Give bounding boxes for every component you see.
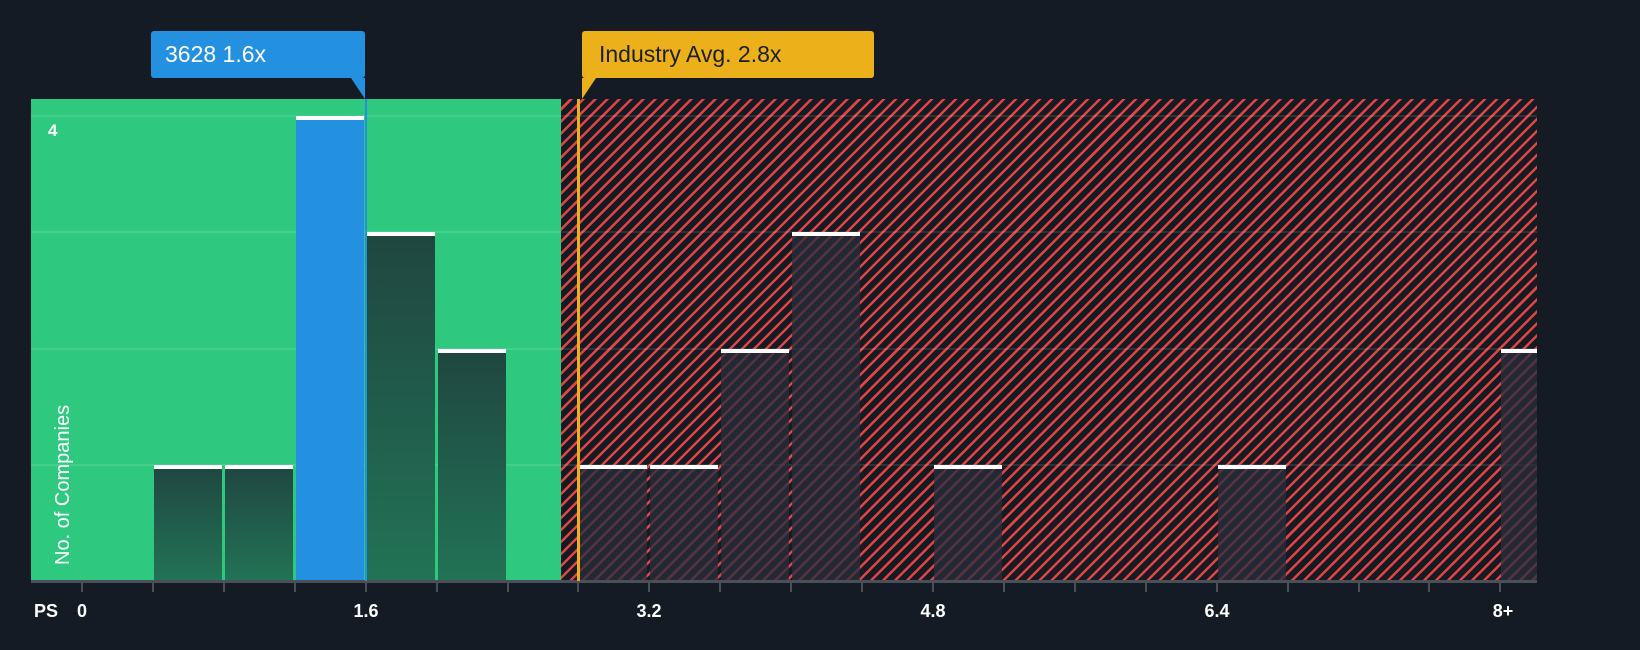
x-axis-line — [31, 580, 1537, 583]
gridline — [31, 115, 1537, 117]
bar-top-cap — [366, 232, 435, 237]
company-callout: 3628 1.6x — [151, 31, 365, 78]
x-axis-tick — [1286, 582, 1289, 592]
x-axis-tick — [861, 582, 864, 592]
histogram-bar-1.2-1.6 — [295, 116, 364, 581]
bar-top-cap — [579, 464, 648, 469]
bar-top-cap — [153, 464, 222, 469]
x-axis-tick — [719, 582, 722, 592]
company-marker-line — [364, 99, 367, 581]
x-axis-tick — [1357, 582, 1360, 592]
x-axis-tick — [364, 582, 367, 592]
x-axis-tick — [293, 582, 296, 592]
histogram-bar-3.2-3.6 — [650, 464, 719, 581]
bar-top-cap — [295, 116, 364, 120]
company-callout-label: 3628 1.6x — [165, 41, 267, 67]
bar-top-cap — [1217, 464, 1286, 469]
industry-average-callout: Industry Avg. 2.8x — [582, 31, 874, 78]
bar-top-cap — [224, 464, 293, 469]
bar-top-cap — [437, 348, 506, 353]
above-average-hatched-zone — [560, 99, 1537, 581]
x-axis-tick — [1144, 582, 1147, 592]
histogram-bar-6.4-6.8 — [1217, 464, 1286, 581]
histogram-bar-4.0-4.4 — [792, 232, 861, 581]
gridline — [31, 231, 1537, 234]
histogram-bar-2.8-3.2 — [579, 464, 648, 581]
x-axis-tick — [648, 582, 651, 592]
x-axis-tick — [435, 582, 438, 592]
histogram-bar-1.6-2.0 — [366, 232, 435, 581]
x-axis-tick — [151, 582, 154, 592]
x-axis-tick — [932, 582, 935, 592]
x-tick-label: 3.2 — [636, 601, 662, 621]
plot-area — [31, 99, 1537, 581]
company-callout-pointer — [351, 78, 365, 99]
y-axis-label: No. of Companies — [52, 404, 74, 565]
histogram-bar-0.4-0.8 — [153, 464, 222, 581]
x-axis-tick — [222, 582, 225, 592]
y-tick-label-max: 4 — [48, 121, 58, 140]
histogram-bar-3.6-4.0 — [721, 348, 790, 581]
x-axis-tick — [506, 582, 509, 592]
x-axis-tick — [1215, 582, 1218, 592]
bar-top-cap — [721, 348, 790, 353]
x-axis-tick — [1073, 582, 1076, 592]
x-axis-tick — [81, 582, 83, 592]
x-axis-tick — [577, 582, 580, 592]
industry-average-marker-line — [576, 99, 580, 581]
x-axis-tick — [1428, 582, 1431, 592]
histogram-bar-2.0-2.4 — [437, 348, 506, 581]
x-tick-label: 6.4 — [1204, 601, 1230, 621]
bar-top-cap — [1501, 348, 1537, 353]
x-axis-tick — [1499, 582, 1502, 592]
x-axis-name: PS — [34, 601, 59, 621]
x-axis-tick — [790, 582, 793, 592]
x-tick-label: 1.6 — [353, 601, 379, 621]
histogram-bar-8+ — [1501, 348, 1537, 581]
histogram-bar-0.8-1.2 — [224, 464, 293, 581]
bar-top-cap — [934, 464, 1002, 469]
industry-average-callout-label: Industry Avg. 2.8x — [599, 41, 782, 67]
bar-top-cap — [650, 464, 719, 469]
x-tick-label: 0 — [76, 601, 88, 621]
x-tick-label: 4.8 — [920, 601, 946, 621]
bar-top-cap — [792, 232, 861, 237]
x-tick-label: 8+ — [1492, 601, 1514, 621]
histogram-bar-4.8-5.2 — [934, 464, 1002, 581]
industry-callout-pointer — [582, 78, 596, 99]
x-axis-tick — [1002, 582, 1005, 592]
